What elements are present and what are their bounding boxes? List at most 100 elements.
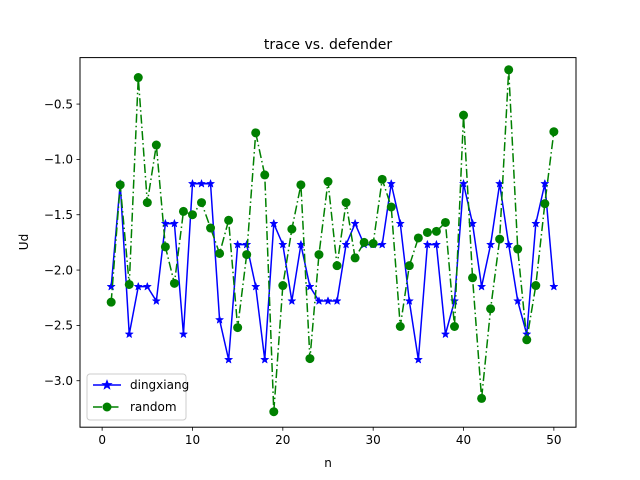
data-point-random bbox=[314, 250, 324, 260]
data-point-dingxiang bbox=[232, 239, 243, 249]
series-layer bbox=[106, 65, 559, 417]
data-point-random bbox=[413, 233, 423, 243]
data-point-dingxiang bbox=[142, 281, 152, 291]
data-point-random bbox=[350, 253, 360, 263]
data-point-random bbox=[296, 180, 306, 190]
y-tick-label: −1.5 bbox=[44, 208, 73, 222]
data-point-dingxiang bbox=[251, 281, 261, 291]
data-point-dingxiang bbox=[377, 239, 387, 249]
x-tick-label: 50 bbox=[546, 433, 561, 447]
data-point-random bbox=[106, 297, 116, 307]
data-point-random bbox=[233, 323, 243, 333]
x-tick-label: 0 bbox=[98, 433, 106, 447]
data-point-random bbox=[269, 407, 279, 417]
data-point-dingxiang bbox=[196, 178, 207, 188]
data-point-random bbox=[341, 198, 351, 208]
data-point-random bbox=[459, 110, 469, 120]
data-point-random bbox=[178, 206, 188, 216]
data-point-dingxiang bbox=[214, 314, 225, 324]
data-point-random bbox=[278, 281, 288, 291]
data-point-random bbox=[486, 304, 496, 314]
data-point-random bbox=[359, 237, 369, 247]
data-point-random bbox=[187, 210, 197, 220]
data-point-dingxiang bbox=[314, 296, 324, 306]
data-point-dingxiang bbox=[513, 296, 523, 306]
data-point-dingxiang bbox=[269, 218, 279, 228]
data-point-random bbox=[377, 174, 387, 184]
data-point-random bbox=[504, 65, 514, 75]
series-line-dingxiang bbox=[110, 183, 555, 361]
data-point-dingxiang bbox=[223, 354, 234, 364]
data-point-dingxiang bbox=[504, 239, 514, 249]
data-point-dingxiang bbox=[178, 329, 189, 339]
data-point-dingxiang bbox=[151, 296, 162, 306]
x-axis: 0 10 20 30 40 50 bbox=[98, 427, 562, 447]
y-tick-label: −1.0 bbox=[44, 153, 73, 167]
data-point-dingxiang bbox=[350, 218, 360, 228]
data-point-random bbox=[477, 393, 487, 403]
data-point-random bbox=[386, 202, 396, 212]
data-point-dingxiang bbox=[133, 281, 143, 291]
data-point-random bbox=[206, 223, 216, 233]
data-point-dingxiang bbox=[260, 354, 270, 364]
data-point-random bbox=[160, 242, 170, 252]
data-point-dingxiang bbox=[205, 178, 216, 188]
data-point-random bbox=[242, 250, 252, 260]
data-point-dingxiang bbox=[531, 218, 541, 228]
data-point-dingxiang bbox=[332, 296, 342, 306]
data-point-random bbox=[422, 227, 432, 237]
data-point-dingxiang bbox=[124, 329, 134, 339]
legend-label-dingxiang: dingxiang bbox=[130, 378, 189, 392]
legend-marker-dingxiang bbox=[101, 379, 113, 390]
data-point-dingxiang bbox=[440, 329, 451, 339]
series-random bbox=[106, 65, 559, 417]
data-point-dingxiang bbox=[305, 281, 315, 291]
data-point-random bbox=[495, 234, 505, 244]
data-point-random bbox=[287, 224, 297, 234]
data-point-random bbox=[197, 198, 207, 208]
data-point-dingxiang bbox=[422, 239, 433, 249]
data-point-dingxiang bbox=[160, 218, 171, 228]
data-point-random bbox=[151, 140, 161, 150]
data-point-dingxiang bbox=[106, 281, 116, 291]
data-point-random bbox=[522, 335, 532, 345]
data-point-dingxiang bbox=[386, 178, 396, 188]
data-point-random bbox=[323, 177, 333, 187]
data-point-random bbox=[305, 354, 315, 364]
data-point-random bbox=[260, 170, 270, 180]
data-point-dingxiang bbox=[169, 218, 180, 228]
data-point-random bbox=[142, 198, 152, 208]
data-point-random bbox=[251, 128, 261, 138]
y-tick-label: −3.0 bbox=[44, 374, 73, 388]
data-point-dingxiang bbox=[404, 296, 414, 306]
data-point-dingxiang bbox=[287, 296, 297, 306]
data-point-random bbox=[468, 273, 478, 283]
data-point-random bbox=[404, 261, 414, 271]
data-point-random bbox=[513, 244, 523, 254]
data-point-random bbox=[224, 215, 234, 225]
data-point-dingxiang bbox=[485, 239, 496, 249]
data-point-random bbox=[395, 322, 405, 332]
data-point-random bbox=[540, 199, 550, 209]
data-point-dingxiang bbox=[341, 239, 351, 249]
legend-label-random: random bbox=[130, 400, 177, 414]
legend: dingxiang random bbox=[86, 373, 189, 421]
chart-title: trace vs. defender bbox=[264, 37, 392, 53]
data-point-random bbox=[368, 239, 378, 249]
data-point-dingxiang bbox=[187, 178, 198, 188]
data-point-dingxiang bbox=[413, 354, 424, 364]
data-point-random bbox=[531, 281, 541, 291]
data-point-random bbox=[431, 226, 441, 236]
data-point-random bbox=[115, 180, 125, 190]
data-point-random bbox=[449, 322, 459, 332]
data-point-dingxiang bbox=[476, 281, 487, 291]
data-point-dingxiang bbox=[540, 178, 550, 188]
x-axis-label: n bbox=[324, 456, 332, 470]
x-tick-label: 20 bbox=[275, 433, 290, 447]
legend-marker-random bbox=[102, 402, 112, 412]
data-point-random bbox=[549, 127, 559, 137]
y-axis: −3.0 −2.5 −2.0 −1.5 −1.0 −0.5 bbox=[44, 97, 80, 388]
x-tick-label: 40 bbox=[456, 433, 471, 447]
y-tick-label: −2.5 bbox=[44, 319, 73, 333]
